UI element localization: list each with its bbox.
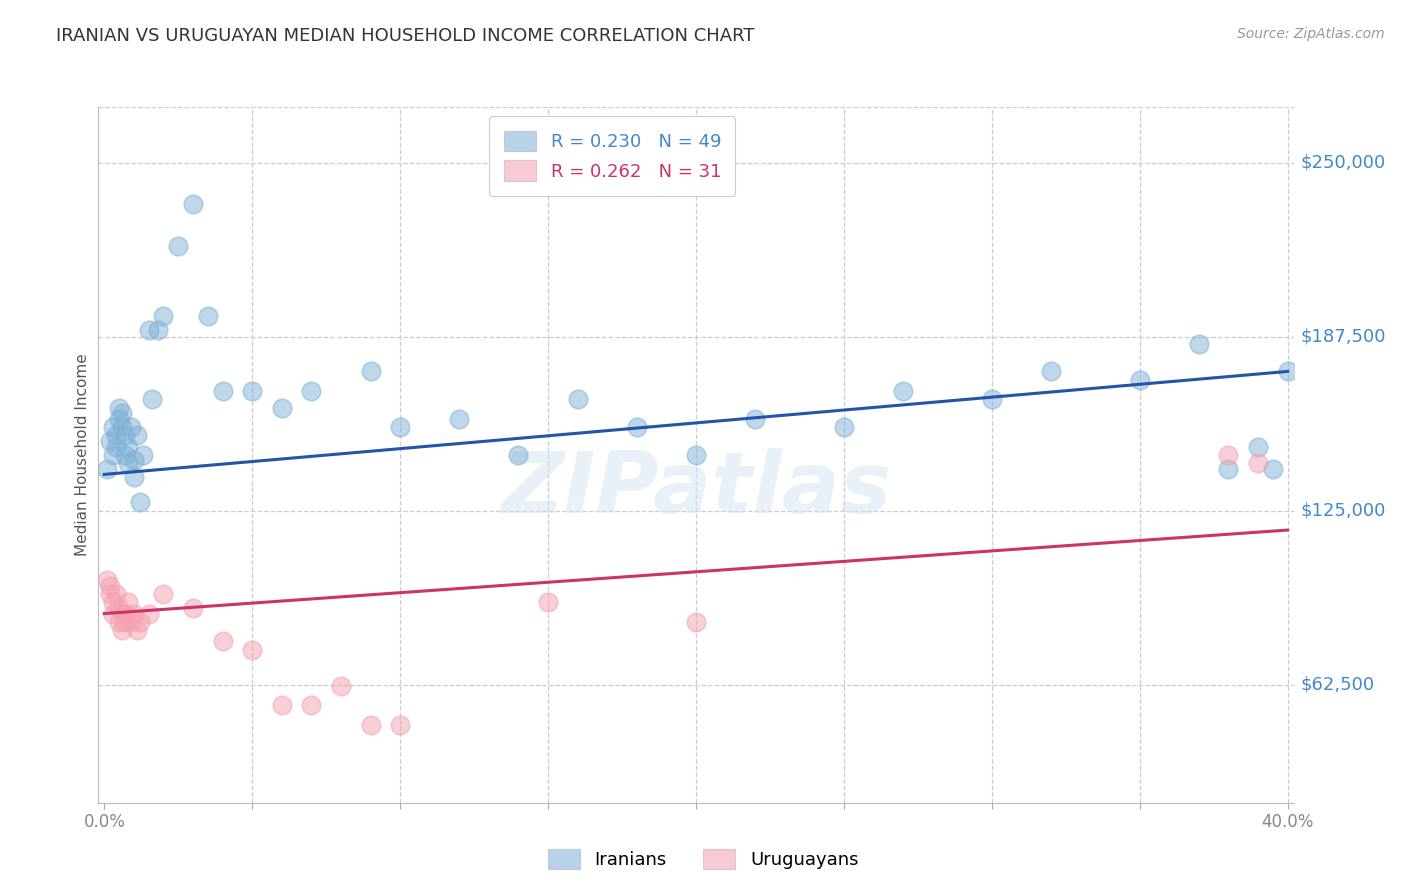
- Point: [1247, 456, 1270, 470]
- Point: [117, 456, 139, 470]
- Point: [360, 718, 382, 732]
- Point: [120, 615, 142, 629]
- Point: [98, 587, 121, 601]
- Point: [1218, 448, 1240, 462]
- Point: [132, 448, 155, 462]
- Legend: Iranians, Uruguayans: Iranians, Uruguayans: [538, 839, 868, 879]
- Point: [96, 573, 118, 587]
- Point: [389, 420, 412, 434]
- Point: [103, 420, 125, 434]
- Point: [270, 698, 292, 713]
- Point: [117, 595, 139, 609]
- Point: [114, 428, 136, 442]
- Point: [211, 634, 233, 648]
- Point: [98, 579, 121, 593]
- Point: [832, 420, 855, 434]
- Point: [114, 607, 136, 621]
- Point: [299, 698, 322, 713]
- Point: [105, 587, 128, 601]
- Text: $125,000: $125,000: [1301, 501, 1386, 519]
- Point: [891, 384, 914, 398]
- Point: [685, 615, 707, 629]
- Point: [128, 615, 150, 629]
- Point: [138, 607, 160, 621]
- Point: [96, 462, 118, 476]
- Point: [122, 453, 145, 467]
- Point: [181, 601, 204, 615]
- Point: [1129, 373, 1152, 387]
- Point: [103, 448, 125, 462]
- Point: [105, 440, 128, 454]
- Point: [114, 615, 136, 629]
- Point: [103, 595, 125, 609]
- Point: [389, 718, 412, 732]
- Point: [626, 420, 648, 434]
- Point: [122, 607, 145, 621]
- Point: [146, 323, 169, 337]
- Point: [117, 440, 139, 454]
- Text: IRANIAN VS URUGUAYAN MEDIAN HOUSEHOLD INCOME CORRELATION CHART: IRANIAN VS URUGUAYAN MEDIAN HOUSEHOLD IN…: [56, 27, 755, 45]
- Point: [105, 428, 128, 442]
- Point: [449, 411, 471, 425]
- Point: [111, 406, 134, 420]
- Point: [330, 679, 353, 693]
- Point: [111, 624, 134, 638]
- Point: [1277, 364, 1299, 378]
- Point: [299, 384, 322, 398]
- Point: [141, 392, 163, 407]
- Point: [111, 420, 134, 434]
- Point: [211, 384, 233, 398]
- Point: [120, 420, 142, 434]
- Point: [108, 615, 131, 629]
- Point: [152, 587, 174, 601]
- Point: [1218, 462, 1240, 476]
- Point: [685, 448, 707, 462]
- Point: [270, 401, 292, 415]
- Text: $250,000: $250,000: [1301, 153, 1386, 171]
- Point: [181, 197, 204, 211]
- Point: [1039, 364, 1062, 378]
- Point: [152, 309, 174, 323]
- Point: [125, 428, 148, 442]
- Point: [1247, 440, 1270, 454]
- Point: [240, 642, 263, 657]
- Point: [114, 448, 136, 462]
- Legend: R = 0.230   N = 49, R = 0.262   N = 31: R = 0.230 N = 49, R = 0.262 N = 31: [489, 116, 735, 195]
- Point: [108, 601, 131, 615]
- Point: [360, 364, 382, 378]
- Point: [108, 401, 131, 415]
- Point: [980, 392, 1002, 407]
- Point: [537, 595, 560, 609]
- Point: [98, 434, 121, 448]
- Y-axis label: Median Household Income: Median Household Income: [75, 353, 90, 557]
- Point: [128, 495, 150, 509]
- Text: $187,500: $187,500: [1301, 327, 1386, 345]
- Point: [108, 411, 131, 425]
- Point: [103, 607, 125, 621]
- Text: $62,500: $62,500: [1301, 675, 1375, 693]
- Point: [508, 448, 530, 462]
- Point: [138, 323, 160, 337]
- Text: ZIPatlas: ZIPatlas: [501, 448, 891, 532]
- Point: [1261, 462, 1284, 476]
- Point: [744, 411, 766, 425]
- Point: [240, 384, 263, 398]
- Point: [111, 607, 134, 621]
- Point: [197, 309, 219, 323]
- Point: [167, 239, 190, 253]
- Point: [122, 470, 145, 484]
- Point: [1188, 336, 1211, 351]
- Point: [567, 392, 589, 407]
- Text: Source: ZipAtlas.com: Source: ZipAtlas.com: [1237, 27, 1385, 41]
- Point: [125, 624, 148, 638]
